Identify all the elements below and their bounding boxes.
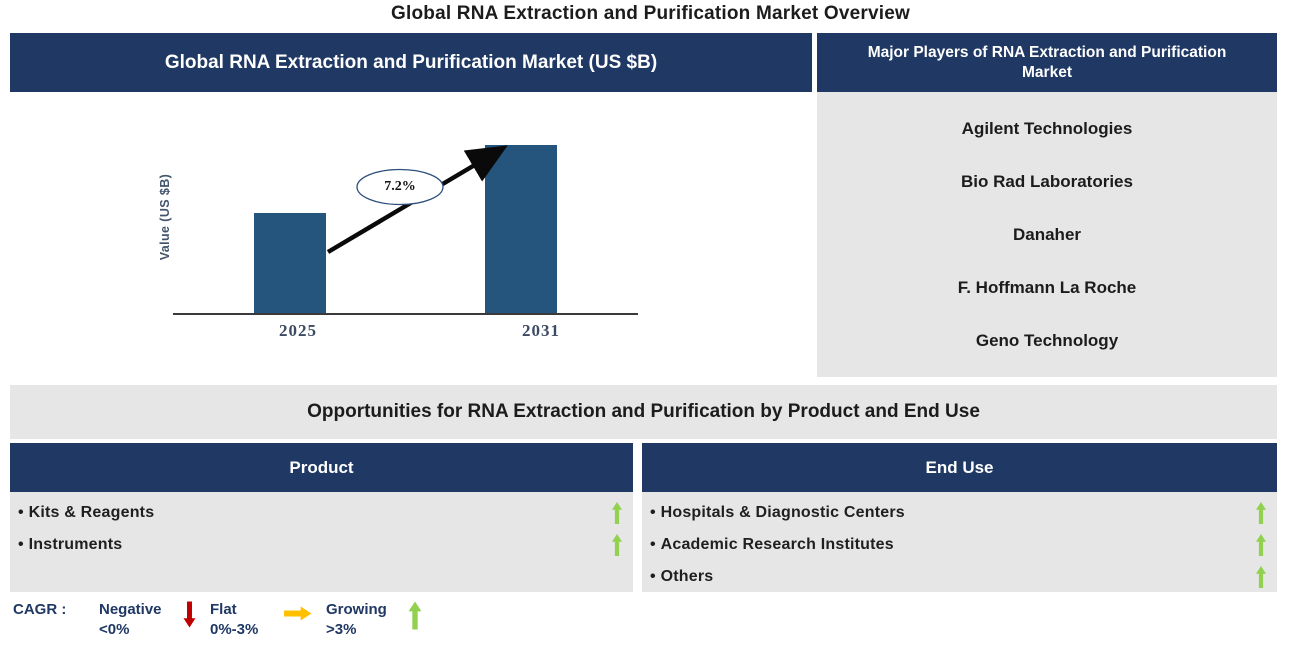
end-use-item-others: Others bbox=[660, 568, 714, 585]
chart-panel-header: Global RNA Extraction and Purification M… bbox=[10, 33, 812, 92]
end-use-column-header: End Use bbox=[642, 443, 1277, 492]
bullet: • bbox=[650, 504, 656, 521]
opportunities-title: Opportunities for RNA Extraction and Pur… bbox=[10, 385, 1277, 439]
legend-flat-range: 0%-3% bbox=[210, 621, 259, 639]
cagr-bubble bbox=[356, 168, 444, 206]
player-hoffmann-la-roche: F. Hoffmann La Roche bbox=[957, 277, 1137, 297]
legend-negative-range: <0% bbox=[99, 621, 130, 639]
end-use-list: • Hospitals & Diagnostic Centers • Acade… bbox=[642, 492, 1277, 592]
cagr-legend: CAGR : Negative <0% Flat 0%-3% Growing >… bbox=[13, 598, 533, 648]
growing-up-arrow-icon bbox=[408, 598, 422, 641]
flat-right-arrow-icon bbox=[284, 598, 312, 641]
bullet: • bbox=[650, 568, 656, 585]
product-list: • Kits & Reagents • Instruments bbox=[10, 492, 633, 592]
growing-arrow-icon bbox=[1255, 566, 1267, 588]
growing-arrow-icon bbox=[611, 502, 623, 524]
growing-arrow-icon bbox=[1255, 534, 1267, 556]
product-item-kits-reagents: Kits & Reagents bbox=[28, 504, 155, 521]
legend-entry-flat: Flat 0%-3% bbox=[210, 598, 312, 641]
list-item: • Academic Research Institutes bbox=[650, 529, 1267, 561]
bullet: • bbox=[650, 536, 656, 553]
bullet: • bbox=[18, 536, 24, 553]
growing-arrow-icon bbox=[1255, 502, 1267, 524]
legend-entry-growing: Growing >3% bbox=[326, 598, 422, 641]
bullet: • bbox=[18, 504, 24, 521]
legend-entry-negative: Negative <0% bbox=[99, 598, 196, 641]
legend-growing-range: >3% bbox=[326, 621, 357, 639]
chart-x-axis bbox=[173, 313, 638, 315]
negative-down-arrow-icon bbox=[183, 598, 196, 641]
market-bar-chart: Value (US $B) 7.2% 2025 2031 Source : Lu… bbox=[10, 92, 812, 468]
growing-arrow-icon bbox=[611, 534, 623, 556]
cagr-value: 7.2% bbox=[384, 179, 416, 194]
cagr-legend-label: CAGR : bbox=[13, 601, 67, 618]
legend-negative-name: Negative bbox=[99, 601, 162, 618]
x-tick-2031: 2031 bbox=[522, 321, 560, 340]
list-item: • Instruments bbox=[18, 529, 623, 561]
legend-flat-name: Flat bbox=[210, 601, 237, 618]
product-column-header: Product bbox=[10, 443, 633, 492]
player-geno-technology: Geno Technology bbox=[975, 330, 1119, 350]
player-agilent: Agilent Technologies bbox=[961, 118, 1133, 138]
list-item: • Kits & Reagents bbox=[18, 497, 623, 529]
player-danaher: Danaher bbox=[1012, 224, 1082, 244]
legend-growing-name: Growing bbox=[326, 601, 387, 618]
major-players-list: Agilent Technologies Bio Rad Laboratorie… bbox=[817, 92, 1277, 377]
x-tick-2025: 2025 bbox=[279, 321, 317, 340]
player-bio-rad: Bio Rad Laboratories bbox=[961, 171, 1133, 191]
list-item: • Hospitals & Diagnostic Centers bbox=[650, 497, 1267, 529]
page-title: Global RNA Extraction and Purification M… bbox=[391, 3, 910, 24]
major-players-header: Major Players of RNA Extraction and Puri… bbox=[817, 33, 1277, 92]
bar-2025 bbox=[254, 213, 326, 313]
end-use-item-hospitals: Hospitals & Diagnostic Centers bbox=[660, 504, 905, 521]
list-item: • Others bbox=[650, 561, 1267, 593]
cagr-arrow-overlay bbox=[326, 145, 508, 254]
product-item-instruments: Instruments bbox=[28, 536, 123, 553]
end-use-item-academic: Academic Research Institutes bbox=[660, 536, 894, 553]
